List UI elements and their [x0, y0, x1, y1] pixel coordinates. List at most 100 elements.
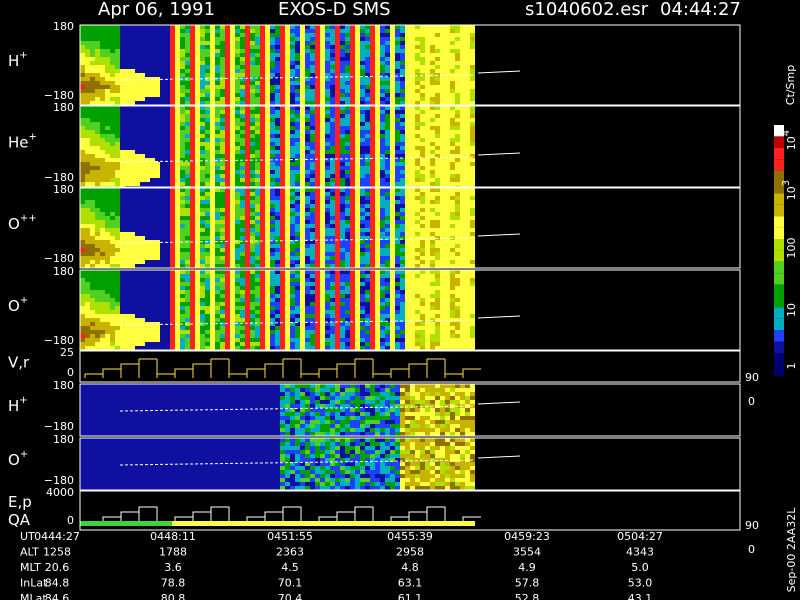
spectrogram-cell: [135, 77, 140, 81]
spectrogram-cell: [385, 204, 390, 208]
spectrogram-cell: [140, 57, 145, 61]
spectrogram-cell: [195, 93, 200, 97]
spectrogram-cell: [425, 101, 430, 105]
spectrogram-cell: [165, 73, 170, 77]
spectrogram-cell: [170, 216, 175, 220]
spectrogram-cell: [175, 248, 180, 252]
spectrogram-cell: [220, 256, 225, 260]
spectrogram-cell: [400, 264, 405, 268]
spectrogram-cell: [415, 85, 420, 89]
spectrogram-cell: [230, 69, 235, 73]
spectrogram-cell: [335, 41, 340, 45]
spectrogram-cell: [440, 49, 445, 53]
spectrogram-cell: [120, 170, 125, 174]
spectrogram-cell: [470, 142, 475, 146]
spectrogram-cell: [245, 236, 250, 240]
spectrogram-cell: [410, 106, 415, 110]
spectrogram-cell: [295, 174, 300, 178]
spectrogram-cell: [210, 126, 215, 130]
spectrogram-cell: [145, 126, 150, 130]
spectrogram-cell: [440, 170, 445, 174]
spectrogram-cell: [90, 114, 95, 118]
spectrogram-cell: [460, 212, 465, 216]
spectrogram-cell: [155, 65, 160, 69]
spectrogram-cell: [95, 53, 100, 57]
spectrogram-cell: [145, 174, 150, 178]
spectrogram-cell: [290, 240, 295, 244]
spectrogram-cell: [125, 126, 130, 130]
spectrogram-cell: [255, 89, 260, 93]
spectrogram-cell: [185, 252, 190, 256]
spectrogram-cell: [305, 89, 310, 93]
spectrogram-cell: [195, 73, 200, 77]
spectrogram-cell: [255, 228, 260, 232]
spectrogram-cell: [180, 216, 185, 220]
spectrogram-cell: [335, 204, 340, 208]
spectrogram-cell: [400, 260, 405, 264]
spectrogram-cell: [185, 45, 190, 49]
spectrogram-cell: [440, 196, 445, 200]
spectrogram-cell: [200, 178, 205, 182]
spectrogram-cell: [355, 130, 360, 134]
spectrogram-cell: [130, 182, 135, 186]
spectrogram-cell: [260, 224, 265, 228]
spectrogram-cell: [235, 126, 240, 130]
spectrogram-cell: [465, 188, 470, 192]
spectrogram-cell: [340, 182, 345, 186]
spectrogram-cell: [265, 192, 270, 196]
spectrogram-cell: [315, 53, 320, 57]
spectrogram-cell: [210, 142, 215, 146]
spectrogram-cell: [105, 29, 110, 33]
spectrogram-cell: [300, 228, 305, 232]
spectrogram-cell: [225, 134, 230, 138]
spectrogram-cell: [280, 220, 285, 224]
axis-top: 180: [53, 101, 74, 114]
spectrogram-cell: [275, 182, 280, 186]
spectrogram-cell: [90, 232, 95, 236]
spectrogram-cell: [80, 73, 85, 77]
spectrogram-cell: [325, 85, 330, 89]
spectrogram-cell: [445, 138, 450, 142]
spectrogram-cell: [275, 228, 280, 232]
spectrogram-cell: [345, 126, 350, 130]
spectrogram-cell: [440, 130, 445, 134]
spectrogram-cell: [135, 106, 140, 110]
spectrogram-cell: [390, 118, 395, 122]
spectrogram-cell: [375, 126, 380, 130]
spectrogram-cell: [360, 93, 365, 97]
spectrogram-cell: [425, 204, 430, 208]
spectrogram-cell: [145, 97, 150, 101]
spectrogram-cell: [130, 260, 135, 264]
spectrogram-cell: [350, 126, 355, 130]
spectrogram-cell: [110, 146, 115, 150]
spectrogram-cell: [260, 264, 265, 268]
spectrogram-cell: [275, 260, 280, 264]
spectrogram-cell: [275, 81, 280, 85]
spectrogram-cell: [130, 89, 135, 93]
spectrogram-cell: [185, 162, 190, 166]
spectrogram-cell: [325, 73, 330, 77]
spectrogram-cell: [85, 65, 90, 69]
spectrogram-cell: [305, 240, 310, 244]
spectrogram-cell: [335, 73, 340, 77]
spectrogram-cell: [285, 162, 290, 166]
spectrogram-cell: [430, 73, 435, 77]
spectrogram-cell: [170, 118, 175, 122]
spectrogram-cell: [350, 138, 355, 142]
spectrogram-cell: [360, 154, 365, 158]
spectrogram-cell: [115, 264, 120, 268]
spectrogram-cell: [220, 93, 225, 97]
spectrogram-cell: [200, 146, 205, 150]
spectrogram-cell: [365, 118, 370, 122]
spectrogram-cell: [135, 97, 140, 101]
spectrogram-cell: [80, 134, 85, 138]
spectrogram-cell: [115, 256, 120, 260]
spectrogram-cell: [130, 53, 135, 57]
file-name: s1040602.esr: [525, 0, 649, 20]
spectrogram-cell: [260, 150, 265, 154]
spectrogram-cell: [135, 65, 140, 69]
spectrogram-cell: [110, 334, 115, 338]
spectrogram-cell: [335, 240, 340, 244]
spectrogram-cell: [345, 45, 350, 49]
spectrogram-cell: [200, 162, 205, 166]
